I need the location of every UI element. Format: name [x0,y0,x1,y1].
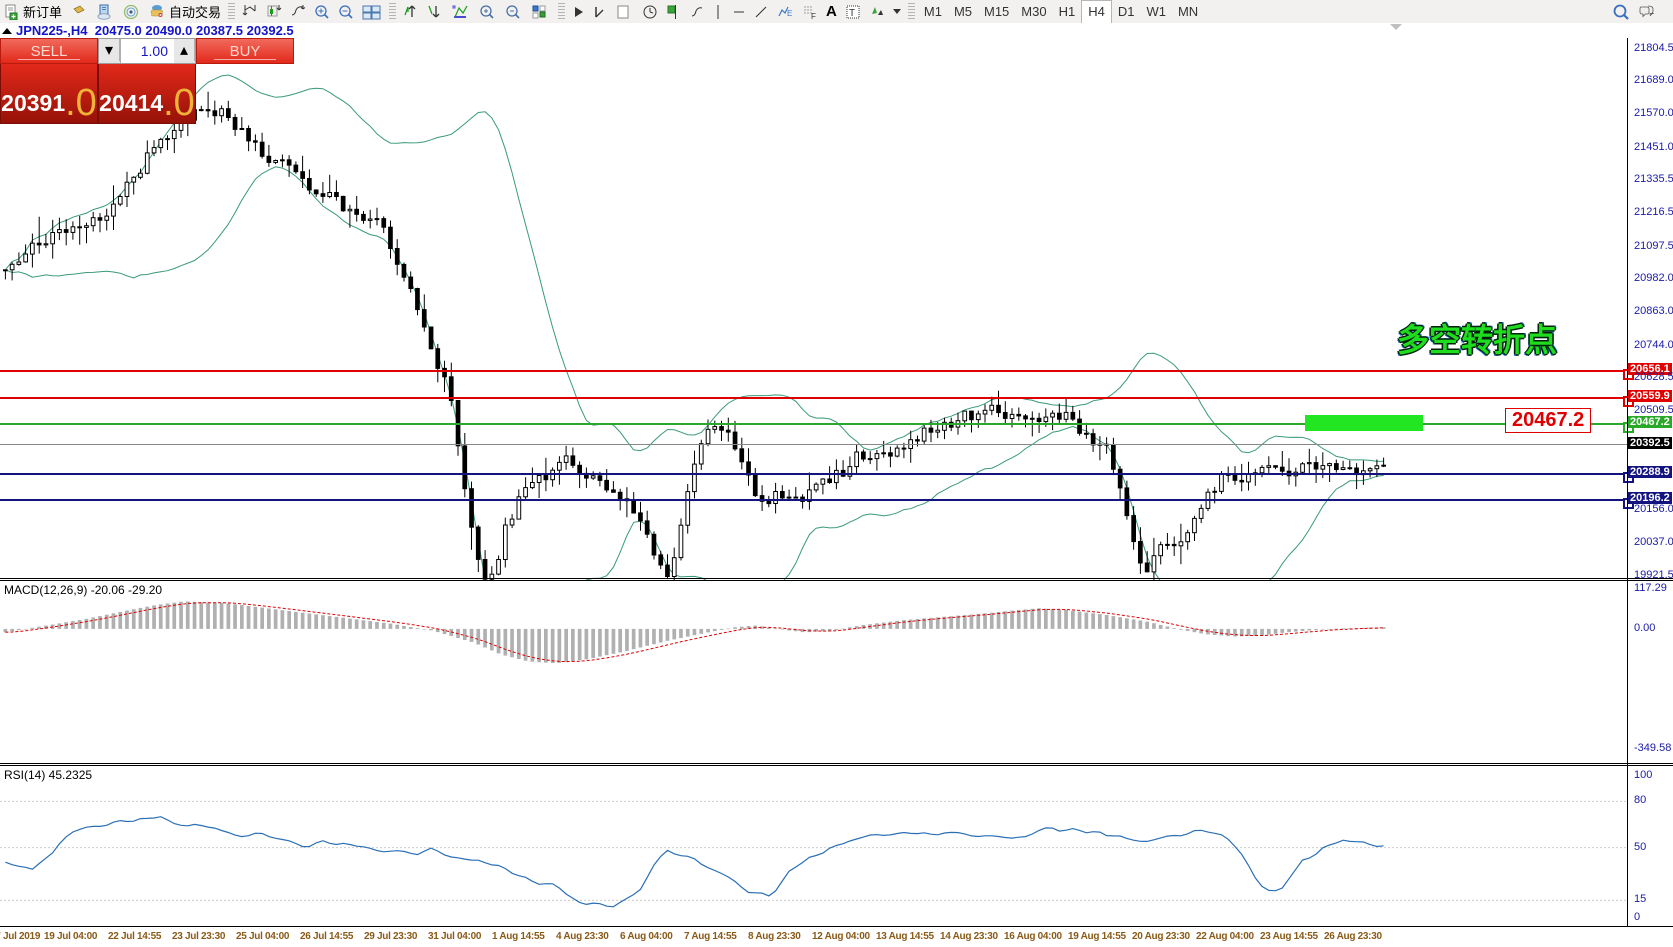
svg-text:E: E [787,9,792,18]
svg-text:F: F [811,12,816,20]
svg-text:T: T [849,8,855,19]
